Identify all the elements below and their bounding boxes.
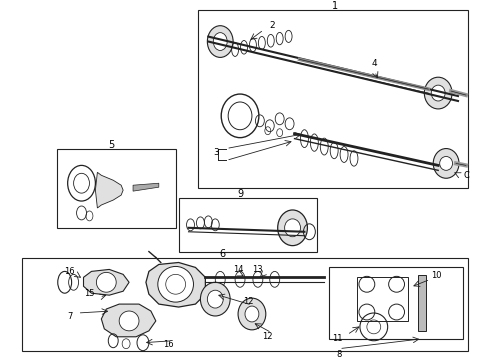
Bar bbox=[179, 198, 318, 252]
Ellipse shape bbox=[278, 210, 307, 246]
Bar bbox=[198, 10, 468, 188]
Bar bbox=[22, 257, 468, 351]
Text: 16: 16 bbox=[64, 267, 75, 276]
Text: 6: 6 bbox=[219, 248, 225, 258]
Bar bbox=[357, 277, 409, 321]
Ellipse shape bbox=[213, 33, 227, 50]
Polygon shape bbox=[96, 172, 123, 208]
Text: 12: 12 bbox=[263, 332, 273, 341]
Circle shape bbox=[119, 311, 139, 331]
Text: 2: 2 bbox=[269, 21, 274, 30]
Text: 14: 14 bbox=[233, 265, 244, 274]
Polygon shape bbox=[101, 304, 156, 337]
Ellipse shape bbox=[207, 26, 233, 57]
Circle shape bbox=[97, 273, 116, 292]
Ellipse shape bbox=[238, 298, 266, 330]
Circle shape bbox=[158, 266, 194, 302]
Ellipse shape bbox=[433, 149, 459, 178]
Text: 4: 4 bbox=[372, 59, 378, 68]
Text: 12: 12 bbox=[243, 297, 253, 306]
Polygon shape bbox=[83, 269, 129, 295]
Text: 10: 10 bbox=[431, 271, 441, 280]
Text: 5: 5 bbox=[108, 140, 114, 150]
Text: 9: 9 bbox=[237, 189, 243, 199]
Text: 16: 16 bbox=[163, 340, 174, 349]
Ellipse shape bbox=[431, 85, 445, 101]
Text: 3: 3 bbox=[213, 148, 219, 157]
Ellipse shape bbox=[424, 77, 452, 109]
Bar bbox=[329, 267, 463, 339]
Text: 1: 1 bbox=[332, 1, 338, 11]
Text: 13: 13 bbox=[252, 265, 263, 274]
Text: 7: 7 bbox=[67, 312, 73, 321]
Ellipse shape bbox=[200, 282, 230, 316]
Text: C: C bbox=[464, 171, 470, 180]
Ellipse shape bbox=[285, 219, 300, 237]
Polygon shape bbox=[133, 183, 159, 191]
Text: 15: 15 bbox=[84, 289, 95, 298]
Text: 11: 11 bbox=[332, 334, 343, 343]
Bar bbox=[418, 275, 426, 331]
Text: 8: 8 bbox=[337, 350, 342, 359]
Polygon shape bbox=[146, 262, 205, 307]
Ellipse shape bbox=[245, 306, 259, 322]
Ellipse shape bbox=[440, 157, 453, 170]
Ellipse shape bbox=[207, 290, 223, 308]
Bar bbox=[57, 149, 175, 228]
